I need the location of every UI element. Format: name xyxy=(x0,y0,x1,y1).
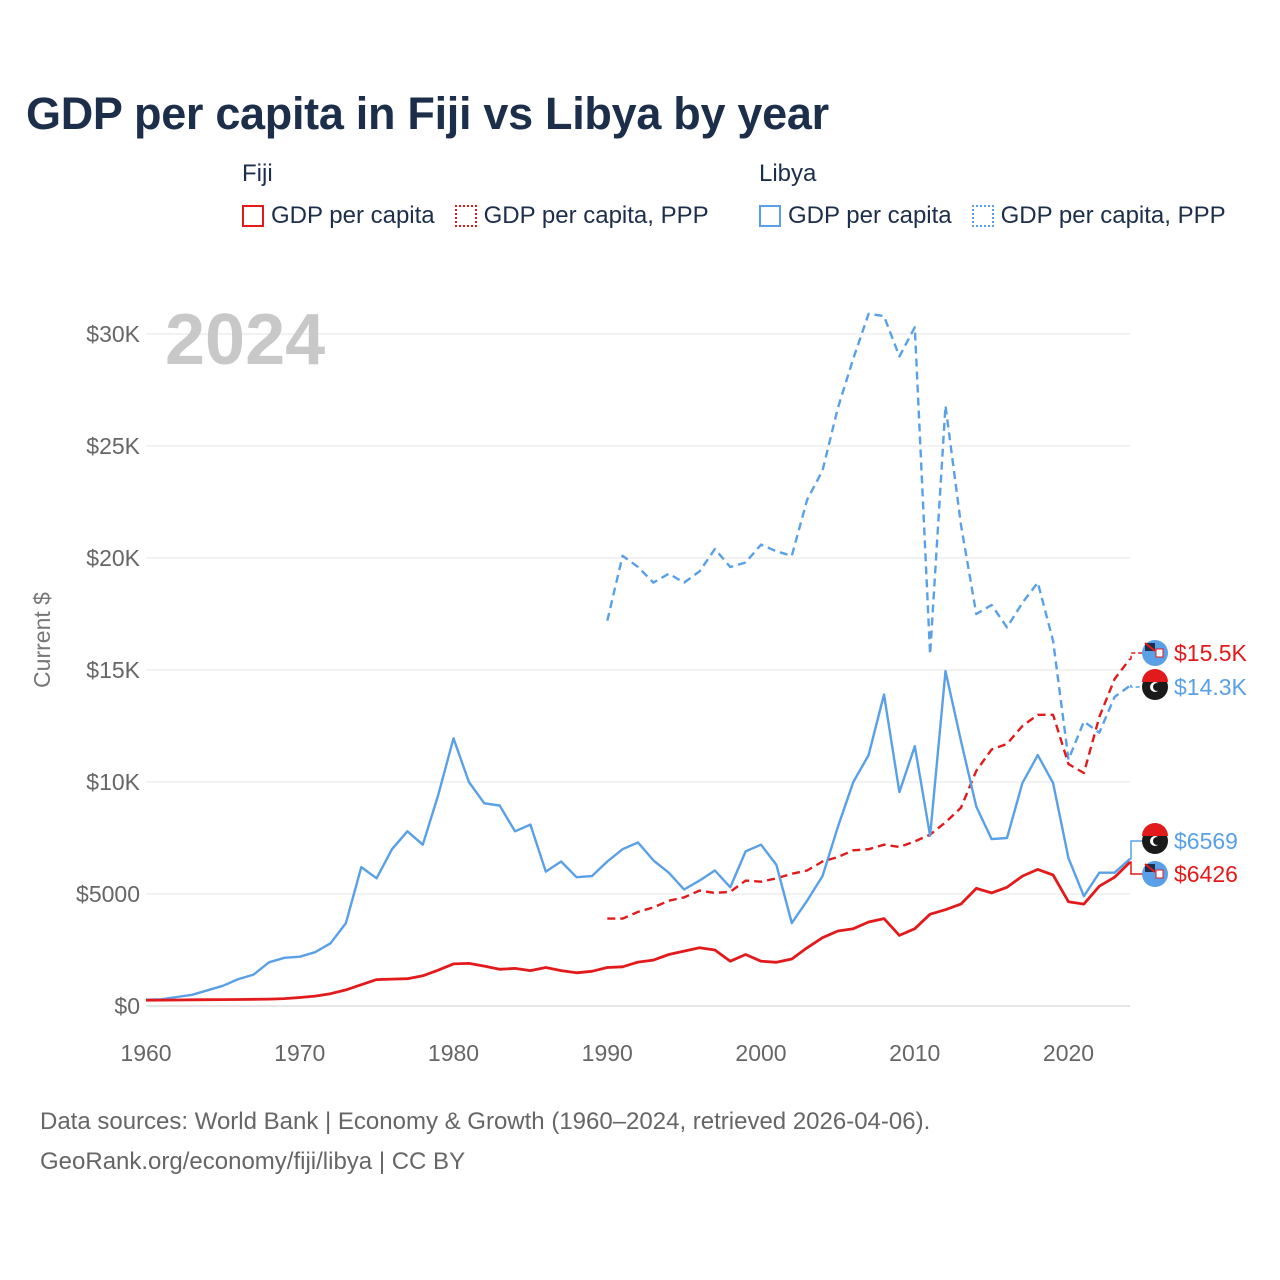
y-tick-label: $25K xyxy=(86,433,140,459)
y-axis-label: Current $ xyxy=(29,592,55,688)
legend-item-fiji-gdp[interactable]: GDP per capita xyxy=(242,202,435,230)
attribution: GeoRank.org/economy/fiji/libya | CC BY xyxy=(40,1148,466,1175)
x-tick-label: 2020 xyxy=(1043,1040,1094,1066)
x-tick-label: 1970 xyxy=(274,1040,325,1066)
x-tick-label: 1980 xyxy=(428,1040,479,1066)
legend-label: GDP per capita, PPP xyxy=(483,202,709,229)
y-tick-label: $5000 xyxy=(76,881,140,907)
x-tick-label: 1990 xyxy=(582,1040,633,1066)
legend-swatch xyxy=(454,205,477,227)
year-watermark: 2024 xyxy=(165,300,325,380)
end-label-connector xyxy=(1130,684,1148,688)
legend-group-name: Libya xyxy=(759,160,817,187)
libya-flag-red-band xyxy=(1142,823,1168,836)
y-tick-label: $20K xyxy=(86,545,140,571)
y-tick-label: $0 xyxy=(114,993,140,1019)
legend-swatch xyxy=(242,205,264,227)
legend-group-libya: Libya GDP per capita GDP per capita, PPP xyxy=(759,160,1226,230)
end-value-label: $15.5K xyxy=(1174,640,1248,666)
end-label-connector xyxy=(1130,652,1148,660)
end-label-connector xyxy=(1130,840,1148,860)
legend-label: GDP per capita xyxy=(788,202,952,229)
x-tick-label: 1960 xyxy=(120,1040,171,1066)
legend-label: GDP per capita, PPP xyxy=(1000,202,1226,229)
legend-swatch xyxy=(759,205,781,227)
end-value-label: $6426 xyxy=(1174,861,1238,887)
data-sources: Data sources: World Bank | Economy & Gro… xyxy=(40,1108,931,1135)
legend-item-libya-gdp[interactable]: GDP per capita xyxy=(759,202,952,230)
legend-swatch xyxy=(971,205,994,227)
libya-flag-red-band xyxy=(1142,669,1168,682)
legend-group-fiji: Fiji GDP per capita GDP per capita, PPP xyxy=(242,160,709,230)
fiji-flag-shield xyxy=(1155,869,1164,879)
end-value-label: $6569 xyxy=(1174,828,1238,854)
fiji-flag-cross xyxy=(1144,642,1156,652)
legend-item-fiji-gdp-ppp[interactable]: GDP per capita, PPP xyxy=(454,202,709,230)
series-line-libya-gdp-per-capita xyxy=(145,669,1131,1001)
fiji-flag-cross xyxy=(1144,863,1156,873)
crescent-cutout xyxy=(1153,683,1161,691)
x-tick-label: 2010 xyxy=(889,1040,940,1066)
chart-title: GDP per capita in Fiji vs Libya by year xyxy=(26,88,829,139)
end-value-label: $14.3K xyxy=(1174,674,1248,700)
y-tick-label: $10K xyxy=(86,769,140,795)
legend-label: GDP per capita xyxy=(271,202,435,229)
y-tick-label: $30K xyxy=(86,321,140,347)
end-label-connector xyxy=(1130,861,1148,875)
x-tick-label: 2000 xyxy=(735,1040,786,1066)
crescent-cutout xyxy=(1153,837,1161,845)
legend-item-libya-gdp-ppp[interactable]: GDP per capita, PPP xyxy=(971,202,1226,230)
series-line-fiji-gdp-per-capita xyxy=(145,861,1131,1002)
series-line-fiji-gdp-per-capita-ppp xyxy=(607,658,1131,920)
y-tick-label: $15K xyxy=(86,657,140,683)
fiji-flag-shield xyxy=(1155,648,1164,658)
legend-group-name: Fiji xyxy=(242,160,273,187)
series-line-libya-gdp-per-capita-ppp xyxy=(606,312,1131,761)
